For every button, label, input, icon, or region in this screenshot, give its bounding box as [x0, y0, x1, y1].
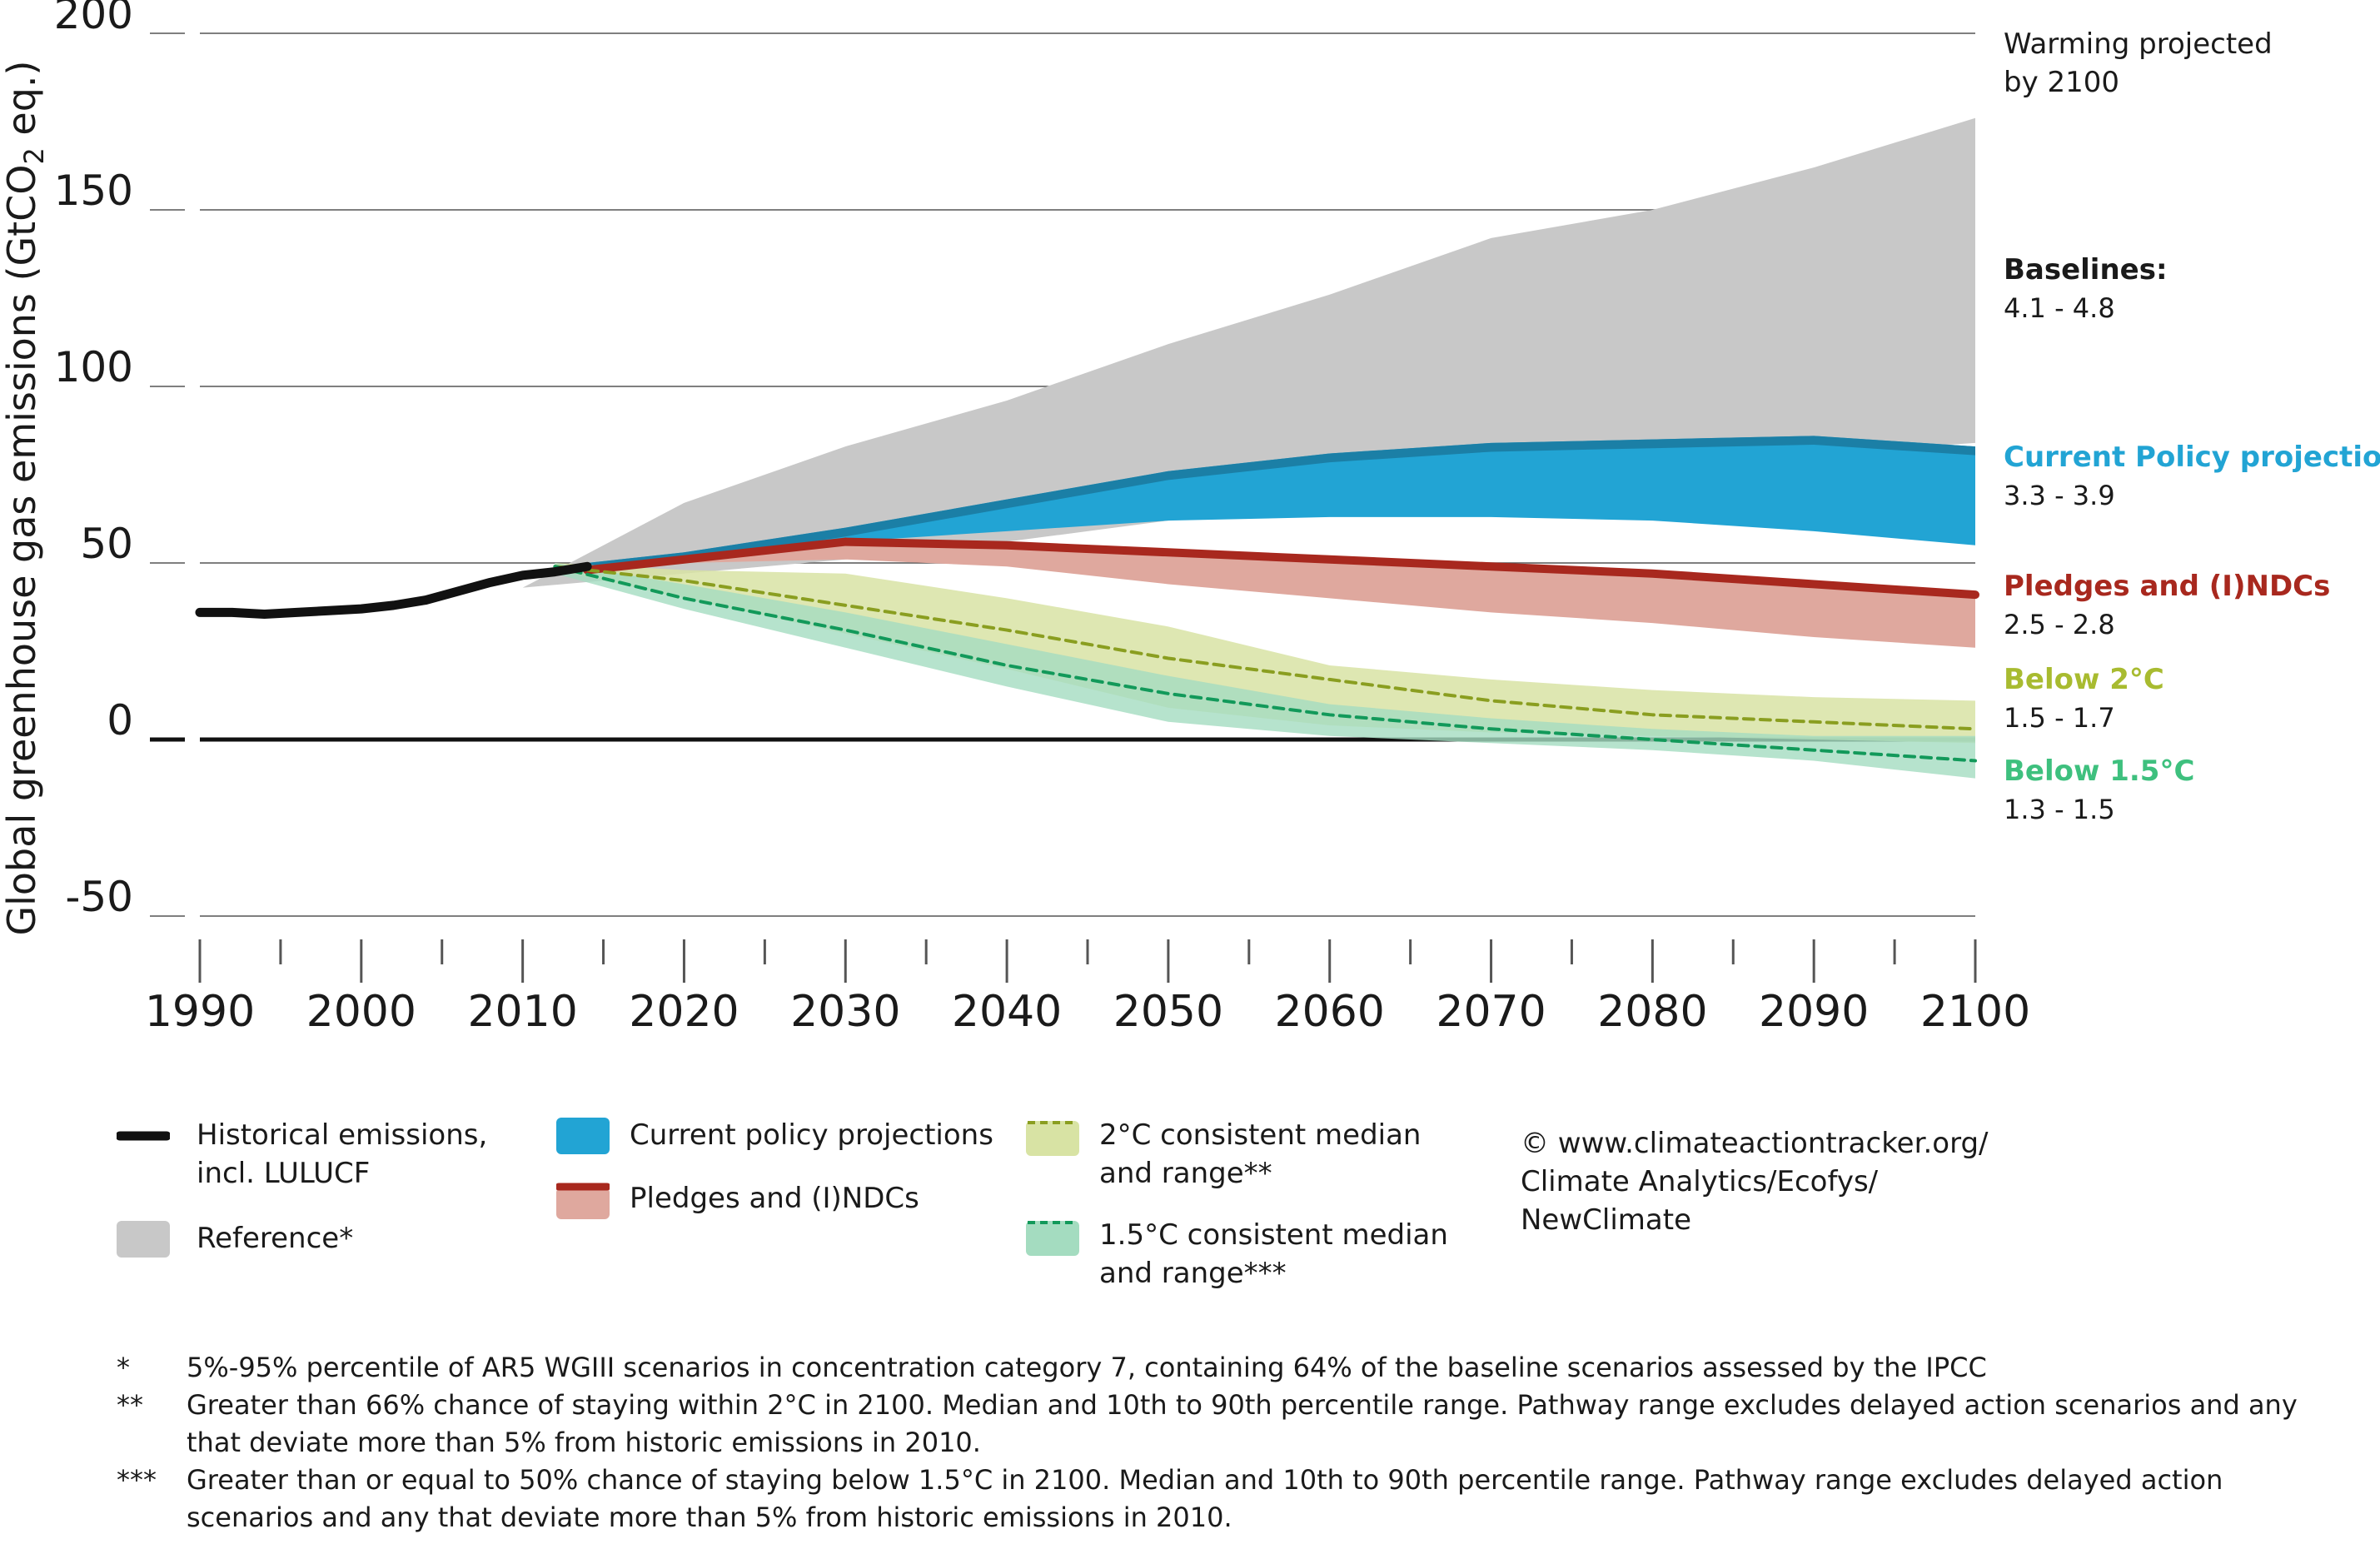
- footnote-text: 5%-95% percentile of AR5 WGIII scenarios…: [187, 1352, 1987, 1383]
- x-tick-label: 2030: [790, 987, 900, 1037]
- y-tick-label: 100: [54, 343, 133, 391]
- x-tick-label: 2010: [467, 987, 577, 1037]
- legend-swatch-1-5c: [1026, 1221, 1079, 1256]
- warming-label-title: Pledges and (I)NDCs: [2004, 570, 2330, 603]
- median-line-1-5-c-consistent-median-and-range: [553, 565, 1977, 763]
- warming-label-title: Baselines:: [2004, 253, 2168, 286]
- x-axis: 1990 2000 2010 2020 2030 2040 2050 2060 2070 2080…: [145, 939, 2030, 1037]
- line-historical-emissions: [195, 561, 592, 619]
- y-tick-label: 50: [80, 520, 133, 568]
- x-tick-label: 2080: [1597, 987, 1707, 1037]
- legend-swatch-pledges: [556, 1183, 610, 1219]
- legend-label-pledges: Pledges and (I)NDCs: [630, 1182, 919, 1215]
- warming-header: by 2100: [2004, 66, 2119, 99]
- y-tick-label: 150: [54, 167, 133, 215]
- median-line-pledges-and-i-ndcs: [583, 537, 1979, 600]
- y-tick-label: 200: [54, 0, 133, 38]
- warming-label-title: Below 2°C: [2004, 663, 2164, 696]
- legend-label-current-policy: Current policy projections: [630, 1118, 993, 1152]
- y-axis-label: Global greenhouse gas emissions (GtCO2 e…: [0, 60, 50, 935]
- legend: Historical emissions, incl. LULUCF Refer…: [0, 1116, 2380, 1332]
- warming-labels: Warming projected by 2100 Baselines: 4.1 - …: [2004, 27, 2380, 825]
- series-bands: [522, 117, 1976, 779]
- legend-swatch-reference: [117, 1221, 170, 1258]
- credit-text: © www.climateactiontracker.org/ Climate …: [1521, 1127, 1989, 1237]
- band-2-c-consistent-median-and-range: [555, 563, 1975, 744]
- footnote-1: * 5%-95% percentile of AR5 WGIII scenari…: [117, 1349, 2348, 1387]
- x-tick-label: 2050: [1113, 987, 1223, 1037]
- y-tick-label: -50: [65, 873, 133, 921]
- footnote-2: ** Greater than 66% chance of staying wi…: [117, 1387, 2348, 1462]
- footnote-mark: **: [117, 1389, 143, 1421]
- legend-label-2c: 2°C consistent median and range**: [1099, 1118, 1422, 1190]
- warming-header: Warming projected: [2004, 27, 2273, 61]
- footnote-text: Greater than or equal to 50% chance of s…: [187, 1464, 2223, 1533]
- warming-label-value: 1.3 - 1.5: [2004, 794, 2115, 825]
- x-tick-label: 2070: [1436, 987, 1546, 1037]
- series-lines: [195, 537, 1979, 763]
- legend-label-historical: Historical emissions, incl. LULUCF: [197, 1118, 488, 1190]
- warming-label-title: Below 1.5°C: [2004, 755, 2194, 788]
- footnote-text: Greater than 66% chance of staying withi…: [187, 1389, 2298, 1458]
- warming-label-value: 2.5 - 2.8: [2004, 609, 2115, 640]
- x-tick-label: 2020: [629, 987, 739, 1037]
- legend-label-reference: Reference*: [197, 1222, 354, 1255]
- warming-label-title: Current Policy projections: [2004, 441, 2380, 474]
- x-tick-label: 2040: [952, 987, 1062, 1037]
- median-line-2-c-consistent-median-and-range: [553, 565, 1977, 731]
- band-current-policy-projections: [587, 436, 1976, 567]
- warming-label-value: 4.1 - 4.8: [2004, 292, 2115, 324]
- emissions-chart: 200 150 100 50 0 -50 1990 2000 2010 2020 2030 2040…: [0, 0, 2380, 1037]
- x-tick-label: 2100: [1920, 987, 2030, 1037]
- footnote-mark: *: [117, 1352, 130, 1383]
- x-tick-label: 1990: [145, 987, 255, 1037]
- footnotes: * 5%-95% percentile of AR5 WGIII scenari…: [117, 1349, 2348, 1537]
- band-1-5-c-consistent-median-and-range: [555, 563, 1975, 779]
- band-pledges-and-i-ndcs: [587, 541, 1976, 648]
- y-axis: 200 150 100 50 0 -50: [54, 0, 185, 921]
- band-edge-current-policy-projections: [587, 436, 1976, 572]
- x-tick-label: 2090: [1759, 987, 1869, 1037]
- y-tick-label: 0: [107, 696, 133, 745]
- footnote-mark: ***: [117, 1464, 157, 1496]
- legend-label-1-5c: 1.5°C consistent median and range***: [1099, 1218, 1448, 1290]
- legend-swatch-2c: [1026, 1121, 1079, 1156]
- legend-swatch-historical: [117, 1131, 170, 1141]
- warming-label-value: 3.3 - 3.9: [2004, 480, 2115, 511]
- x-tick-label: 2060: [1275, 987, 1385, 1037]
- footnote-3: *** Greater than or equal to 50% chance …: [117, 1462, 2348, 1537]
- x-tick-label: 2000: [306, 987, 416, 1037]
- warming-label-value: 1.5 - 1.7: [2004, 702, 2115, 734]
- legend-swatch-current-policy: [556, 1118, 610, 1154]
